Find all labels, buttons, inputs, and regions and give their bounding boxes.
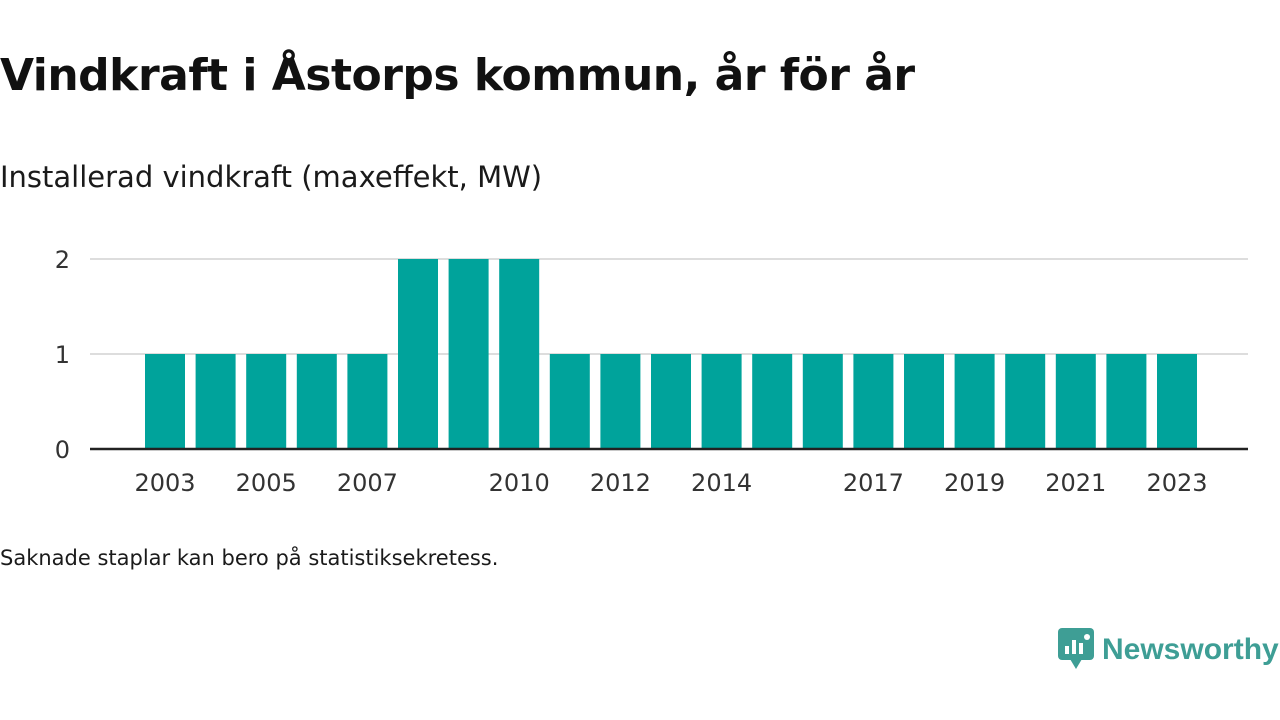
- bar-2018: [904, 354, 944, 449]
- chart-subtitle: Installerad vindkraft (maxeffekt, MW): [0, 160, 543, 194]
- x-tick-label: 2012: [590, 469, 651, 497]
- bar-2003: [145, 354, 185, 449]
- bars: [145, 259, 1197, 449]
- bar-2007: [347, 354, 388, 449]
- bar-2013: [651, 354, 691, 449]
- y-tick-label: 0: [55, 436, 70, 464]
- bar-2019: [954, 354, 995, 449]
- x-tick-label: 2021: [1045, 469, 1106, 497]
- newsworthy-logo: Newsworthy: [1058, 628, 1279, 672]
- newsworthy-chart-bubble-icon: [1058, 628, 1094, 669]
- bar-2009: [448, 259, 489, 449]
- axes: 0 1 2 2003 2005 2007 2010 2012 2014 2017 2019 2021 2…: [55, 246, 1248, 497]
- bar-2016: [802, 354, 843, 449]
- bar-2017: [853, 354, 894, 449]
- gridlines: [90, 258, 1248, 355]
- bar-2012: [600, 354, 641, 449]
- bar-chart: 0 1 2 2003 2005 2007 2010 2012 2014 2017 2019 2021 2…: [55, 246, 1248, 497]
- bar-2004: [195, 354, 236, 449]
- x-tick-label: 2010: [489, 469, 550, 497]
- bar-2023: [1157, 354, 1197, 449]
- bar-2005: [246, 354, 287, 449]
- x-tick-label: 2003: [134, 469, 195, 497]
- x-tick-label: 2007: [337, 469, 398, 497]
- bar-2008: [398, 259, 438, 449]
- bar-2020: [1005, 354, 1046, 449]
- x-tick-label: 2005: [236, 469, 297, 497]
- brand-name: Newsworthy: [1102, 633, 1279, 666]
- bar-2022: [1106, 354, 1147, 449]
- x-tick-label: 2017: [843, 469, 904, 497]
- bar-2014: [701, 354, 742, 449]
- x-tick-label: 2014: [691, 469, 752, 497]
- x-tick-label: 2023: [1146, 469, 1207, 497]
- x-tick-label: 2019: [944, 469, 1005, 497]
- y-tick-label: 1: [55, 341, 70, 369]
- bar-2011: [549, 354, 590, 449]
- y-tick-label: 2: [55, 246, 70, 274]
- bar-2021: [1055, 354, 1096, 449]
- bar-2015: [752, 354, 793, 449]
- bar-2006: [296, 354, 337, 449]
- chart-title: Vindkraft i Åstorps kommun, år för år: [0, 50, 915, 101]
- bar-2010: [499, 259, 540, 449]
- footnote: Saknade staplar kan bero på statistiksek…: [0, 546, 499, 570]
